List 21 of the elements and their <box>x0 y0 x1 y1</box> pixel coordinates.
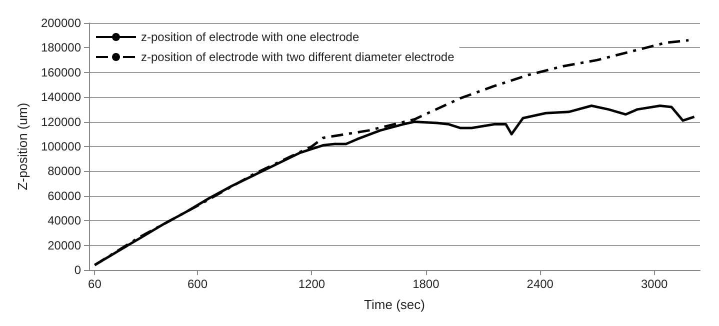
x-tick-label: 1800 <box>412 277 440 291</box>
y-tick-label: 80000 <box>48 164 82 178</box>
x-tick-label: 600 <box>187 277 208 291</box>
y-tick-label: 120000 <box>40 114 82 129</box>
y-tick-label: 180000 <box>40 40 82 55</box>
x-tick-label: 1200 <box>298 277 326 291</box>
y-tick-label: 60000 <box>48 188 82 203</box>
y-tick-label: 100000 <box>40 140 82 154</box>
legend-label: z-position of electrode with one electrode <box>141 30 360 44</box>
y-tick-label: 200000 <box>40 16 82 30</box>
y-tick-label: 20000 <box>48 238 82 252</box>
y-tick-label: 0 <box>74 263 82 277</box>
x-axis-title: Time (sec) <box>364 297 425 312</box>
y-tick-label: 140000 <box>40 90 82 104</box>
y-tick-label: 160000 <box>40 65 82 80</box>
y-axis-title: Z-position (um) <box>15 102 30 190</box>
legend-label: z-position of electrode with two different diameter electrode <box>141 50 455 64</box>
x-tick-label: 2400 <box>526 277 554 291</box>
y-tick-label: 40000 <box>48 214 82 228</box>
x-tick-label: 60 <box>88 277 102 291</box>
x-tick-label: 3000 <box>640 277 668 291</box>
